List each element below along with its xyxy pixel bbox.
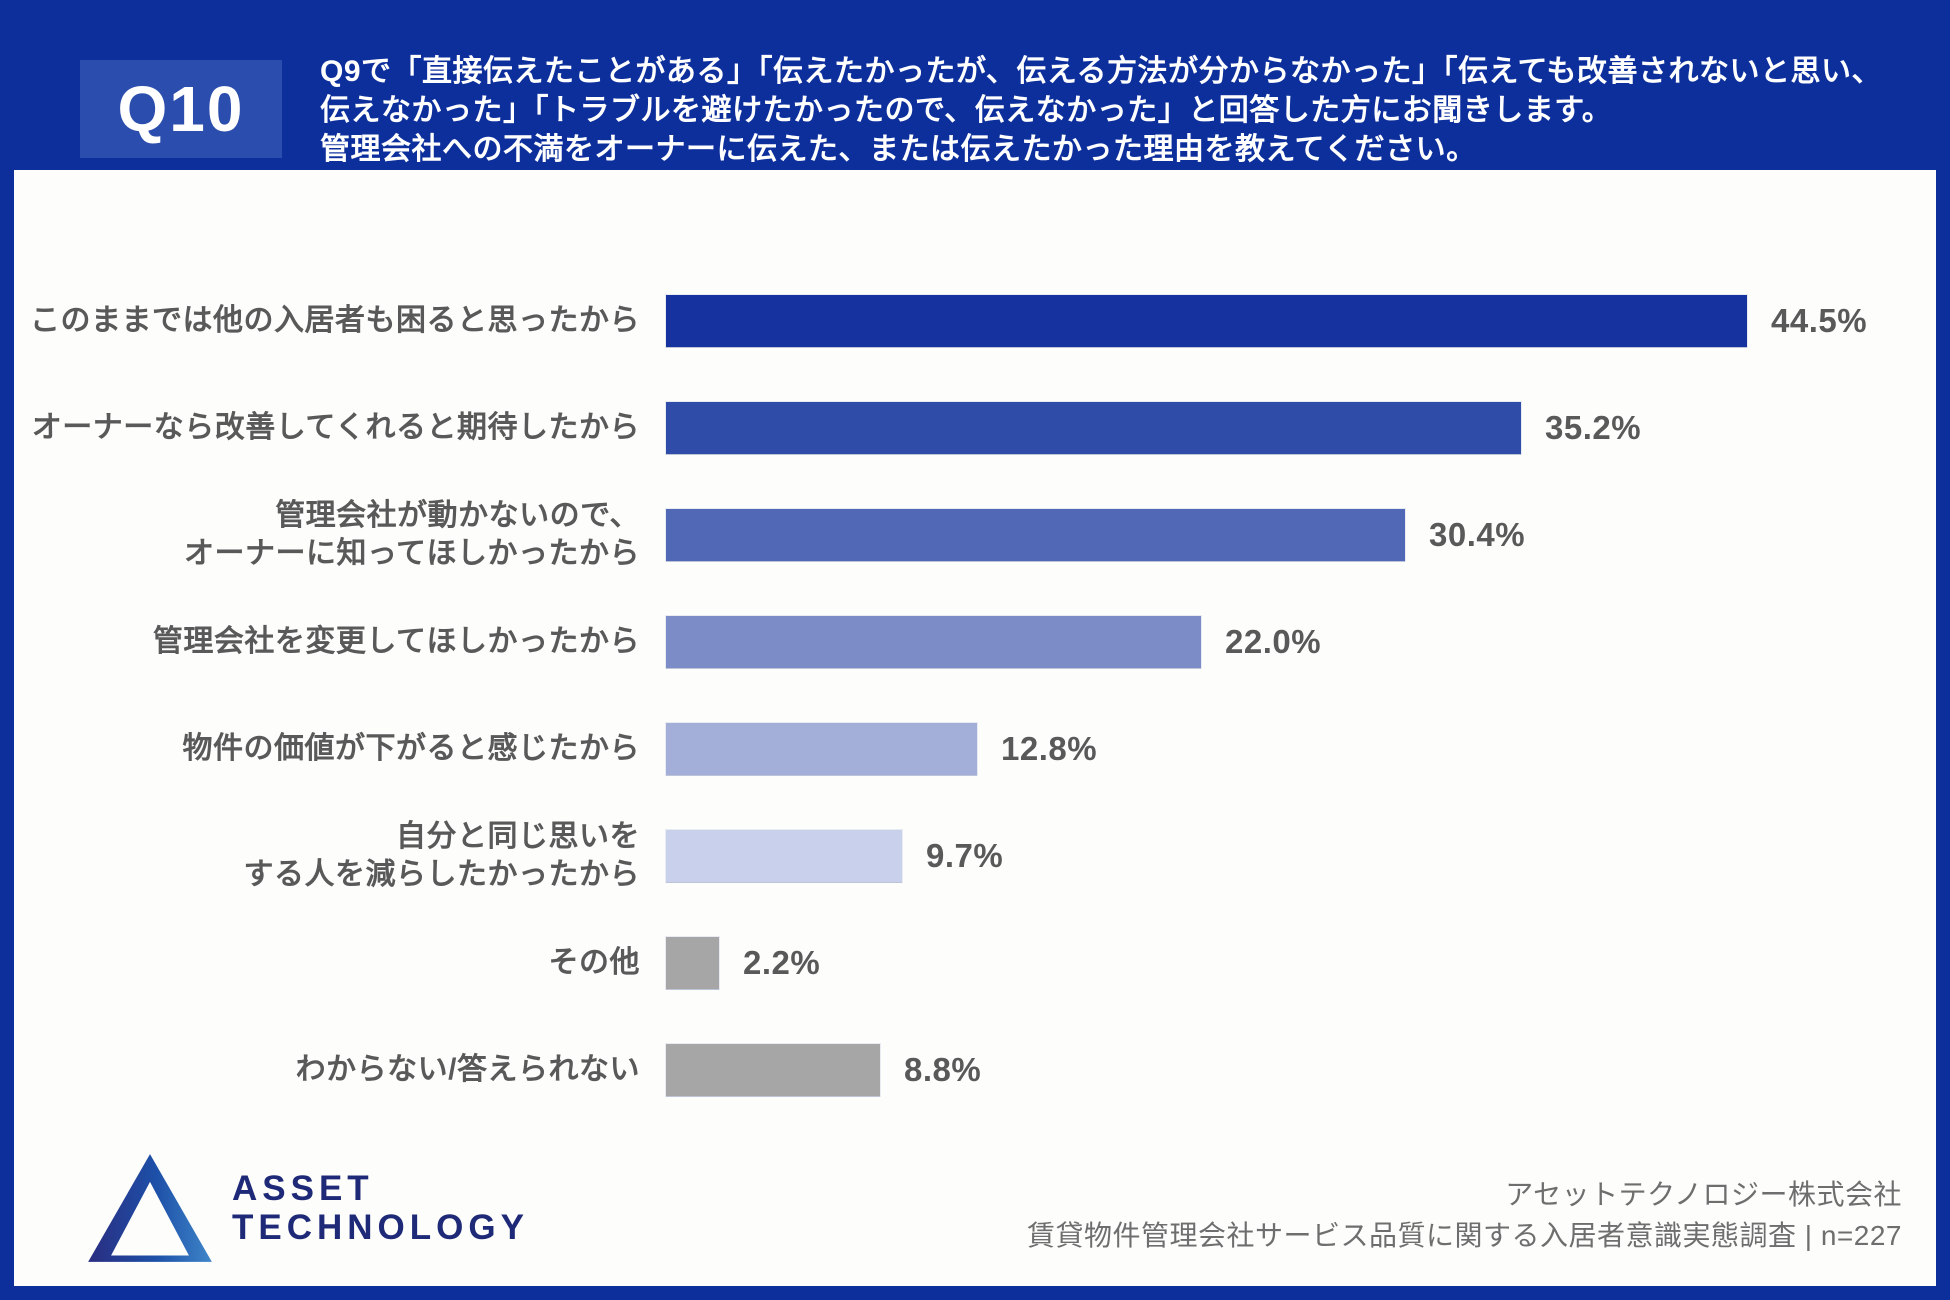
chart-row: このままでは他の入居者も困ると思ったから 44.5% xyxy=(14,267,1936,374)
chart-row: 自分と同じ思いを する人を減らしたかったから 9.7% xyxy=(14,802,1936,909)
logo-line-2: TECHNOLOGY xyxy=(232,1208,529,1247)
chart-row: 物件の価値が下がると感じたから 12.8% xyxy=(14,695,1936,802)
bar-track: 8.8% xyxy=(666,1043,1936,1096)
bar-track: 12.8% xyxy=(666,722,1936,775)
question-line-1: Q9で「直接伝えたことがある」「伝えたかったが、伝える方法が分からなかった」「伝… xyxy=(320,55,1883,88)
credit-survey: 賃貸物件管理会社サービス品質に関する入居者意識実態調査 | n=227 xyxy=(1027,1220,1902,1251)
category-label: このままでは他の入居者も困ると思ったから xyxy=(30,303,640,337)
value-label: 9.7% xyxy=(926,836,1004,874)
logo-line-1: ASSET xyxy=(232,1169,374,1208)
category-label: 管理会社が動かないので、 オーナーに知ってほしかったから xyxy=(184,498,640,570)
value-label: 30.4% xyxy=(1429,515,1526,553)
question-line-2: 伝えなかった」「トラブルを避けたかったので、伝えなかった」と回答した方にお聞きし… xyxy=(320,94,1613,127)
logo-wordmark: ASSET TECHNOLOGY xyxy=(232,1169,529,1247)
category-label: 管理会社を変更してほしかったから xyxy=(152,624,640,658)
chart-row: 管理会社を変更してほしかったから 22.0% xyxy=(14,588,1936,695)
chart-row: 管理会社が動かないので、 オーナーに知ってほしかったから 30.4% xyxy=(14,481,1936,588)
bar-track: 2.2% xyxy=(666,936,1936,989)
value-label: 44.5% xyxy=(1771,301,1868,339)
bar-track: 22.0% xyxy=(666,615,1936,668)
bar-chart: このままでは他の入居者も困ると思ったから 44.5% オーナーなら改善してくれる… xyxy=(14,267,1936,1123)
triangle-logo-icon xyxy=(88,1154,212,1262)
category-label: オーナーなら改善してくれると期待したから xyxy=(31,410,640,444)
bar xyxy=(666,401,1521,454)
bar-track: 35.2% xyxy=(666,401,1936,454)
chart-panel: このままでは他の入居者も困ると思ったから 44.5% オーナーなら改善してくれる… xyxy=(14,170,1936,1286)
chart-row: オーナーなら改善してくれると期待したから 35.2% xyxy=(14,374,1936,481)
question-text: Q9で「直接伝えたことがある」「伝えたかったが、伝える方法が分からなかった」「伝… xyxy=(320,52,1882,169)
bar xyxy=(666,615,1201,668)
bar-track: 30.4% xyxy=(666,508,1936,561)
bar-track: 44.5% xyxy=(666,294,1936,347)
header: Q10 Q9で「直接伝えたことがある」「伝えたかったが、伝える方法が分からなかっ… xyxy=(0,0,1950,170)
bar xyxy=(666,936,719,989)
company-logo: ASSET TECHNOLOGY xyxy=(86,1152,529,1264)
bar xyxy=(666,294,1747,347)
bar xyxy=(666,829,902,882)
bar-track: 9.7% xyxy=(666,829,1936,882)
value-label: 2.2% xyxy=(743,943,821,981)
question-badge: Q10 xyxy=(80,60,282,158)
value-label: 35.2% xyxy=(1545,408,1642,446)
survey-credits: アセットテクノロジー株式会社 賃貸物件管理会社サービス品質に関する入居者意識実態… xyxy=(1027,1174,1902,1256)
question-line-3: 管理会社への不満をオーナーに伝えた、または伝えたかった理由を教えてください。 xyxy=(320,133,1477,166)
chart-row: わからない/答えられない 8.8% xyxy=(14,1016,1936,1123)
bar xyxy=(666,1043,880,1096)
category-label: その他 xyxy=(548,945,640,979)
category-label: 自分と同じ思いを する人を減らしたかったから xyxy=(243,819,640,891)
category-label: わからない/答えられない xyxy=(295,1052,640,1086)
bar xyxy=(666,508,1405,561)
value-label: 8.8% xyxy=(904,1050,982,1088)
chart-row: その他 2.2% xyxy=(14,909,1936,1016)
value-label: 22.0% xyxy=(1225,622,1322,660)
value-label: 12.8% xyxy=(1001,729,1098,767)
credit-company: アセットテクノロジー株式会社 xyxy=(1505,1179,1902,1210)
category-label: 物件の価値が下がると感じたから xyxy=(182,731,640,765)
bar xyxy=(666,722,977,775)
